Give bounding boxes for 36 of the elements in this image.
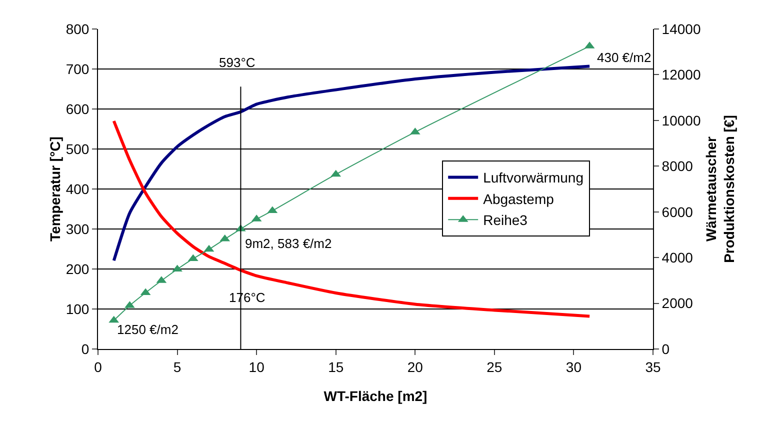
y2-axis-title: Wärmetauscher Produktionskosten [€]	[702, 115, 738, 263]
y2-tick-label: 6000	[662, 204, 694, 220]
y2-tick-label: 8000	[662, 158, 694, 174]
y-tick-label: 400	[66, 180, 90, 197]
x-tick-label: 0	[94, 358, 102, 375]
legend-label: Reihe3	[483, 212, 528, 228]
y-tick-label: 800	[66, 20, 90, 37]
y-tick-label: 100	[66, 300, 90, 317]
x-tick-label: 5	[173, 358, 182, 375]
y-axis-title: Temperatur [°C]	[47, 136, 63, 242]
y2-tick-label: 10000	[662, 112, 701, 128]
x-tick-label: 20	[407, 358, 424, 375]
annotation: 1250 €/m2	[117, 322, 178, 337]
y-tick-label: 200	[66, 260, 90, 277]
y2-tick-label: 12000	[662, 66, 701, 83]
y2-tick-label: 14000	[662, 20, 701, 37]
x-tick-label: 35	[645, 358, 661, 375]
x-tick-label: 30	[566, 358, 582, 375]
legend-label: Luftvorwärmung	[483, 170, 584, 186]
y2-tick-label: 2000	[662, 295, 694, 312]
x-tick-label: 10	[248, 358, 265, 375]
x-tick-label: 25	[486, 358, 502, 375]
x-tick-label: 15	[328, 358, 344, 375]
y-tick-label: 300	[66, 220, 90, 237]
line-series	[112, 120, 592, 318]
y2-tick-label: 0	[662, 340, 670, 357]
y-tick-label: 600	[66, 100, 90, 117]
annotation: 593°C	[219, 55, 256, 70]
y-tick-label: 700	[66, 60, 90, 77]
legend-label: Abgastemp	[483, 190, 554, 207]
y-tick-label: 0	[81, 340, 90, 357]
annotation: 9m2, 583 €/m2	[245, 236, 332, 251]
y-tick-label: 500	[66, 140, 90, 157]
x-axis-title: WT-Fläche [m2]	[324, 388, 428, 404]
annotation: 430 €/m2	[597, 50, 652, 65]
y2-tick-label: 4000	[662, 249, 694, 266]
